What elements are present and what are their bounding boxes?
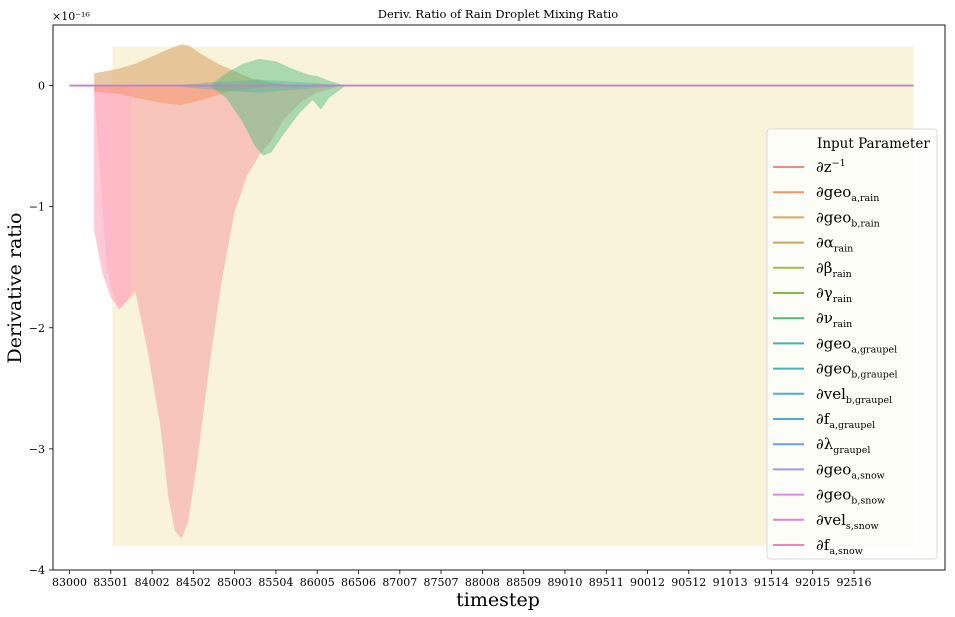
y-axis-title: Derivative ratio: [4, 213, 26, 364]
series-area-1: [94, 85, 132, 309]
x-tick-label: 85504: [258, 576, 293, 589]
legend-entry: ∂z−1: [816, 158, 846, 176]
legend-box: [766, 128, 938, 560]
x-tick-label: 90512: [671, 576, 706, 589]
x-tick-label: 88509: [506, 576, 541, 589]
series-area-3: [94, 85, 284, 105]
legend-entry: ∂geob,snow: [816, 486, 885, 507]
y-axis: 0 −1 −2 −3 −4: [29, 80, 53, 577]
x-tick-label: 91013: [713, 576, 748, 589]
x-tick-label: 84502: [176, 576, 211, 589]
series-area-4: [209, 58, 346, 156]
series-area-2: [94, 44, 301, 86]
x-tick-label: 87507: [424, 576, 459, 589]
legend-entry: ∂γrain: [816, 284, 852, 305]
legend-entry: ∂vels,snow: [816, 511, 879, 532]
legend-entry: ∂geob,rain: [816, 208, 880, 229]
x-tick-label: 83000: [52, 576, 87, 589]
x-tick-label: 83501: [93, 576, 128, 589]
y-tick-label: −3: [29, 443, 45, 456]
legend-entry: ∂geob,graupel: [816, 360, 898, 381]
chart-title: Deriv. Ratio of Rain Droplet Mixing Rati…: [378, 7, 619, 21]
legend: Input Parameter ∂z−1 ∂geoa,rain ∂geob,rain ∂…: [766, 128, 938, 560]
x-tick-label: 85003: [217, 576, 252, 589]
x-tick-label: 86506: [341, 576, 376, 589]
series-area-0: [94, 85, 342, 539]
legend-entry: ∂fa,snow: [816, 536, 863, 557]
legend-entry: ∂νrain: [816, 309, 852, 330]
legend-entry: ∂λgraupel: [816, 435, 870, 456]
x-tick-label: 87007: [382, 576, 417, 589]
legend-entry: ∂βrain: [816, 259, 852, 280]
y-tick-label: −2: [29, 322, 45, 335]
x-tick-label: 89010: [547, 576, 582, 589]
legend-entry: ∂velb,graupel: [816, 385, 892, 406]
x-tick-label: 91514: [754, 576, 789, 589]
x-tick-label: 89511: [589, 576, 624, 589]
x-tick-label: 92015: [795, 576, 830, 589]
legend-entry: ∂geoa,snow: [816, 460, 885, 481]
legend-entry: ∂fa,graupel: [816, 410, 875, 431]
x-tick-label: 84002: [135, 576, 170, 589]
y-tick-label: 0: [38, 80, 45, 93]
x-tick-label: 88008: [465, 576, 500, 589]
x-tick-label: 86005: [300, 576, 335, 589]
y-tick-label: −4: [29, 564, 45, 577]
x-axis: 83000 83501 84002 84502 85003 85504 86005 86506…: [52, 570, 871, 589]
x-tick-label: 90012: [630, 576, 665, 589]
y-exponent: ×10⁻¹⁶: [52, 10, 90, 23]
y-tick-label: −1: [29, 201, 45, 214]
x-axis-title: timestep: [456, 589, 540, 611]
x-tick-label: 92516: [836, 576, 871, 589]
legend-entry: ∂geoa,graupel: [816, 334, 897, 355]
legend-entry: ∂geoa,rain: [816, 183, 879, 204]
legend-title: Input Parameter: [817, 136, 930, 152]
plot-frame: [52, 24, 946, 571]
legend-entry: ∂αrain: [816, 234, 853, 255]
